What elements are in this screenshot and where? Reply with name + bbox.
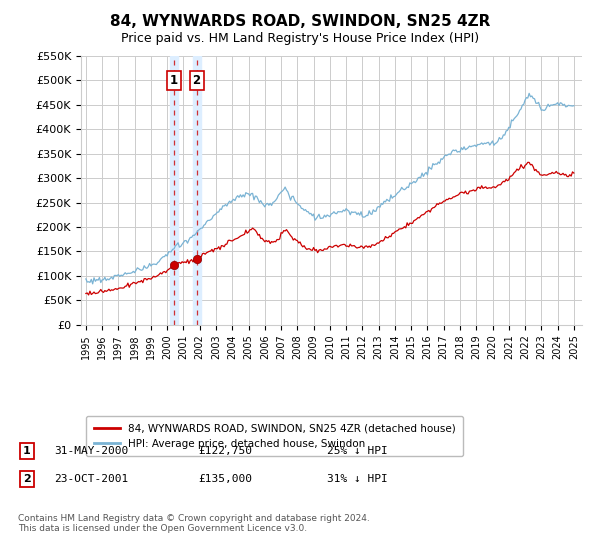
Text: Price paid vs. HM Land Registry's House Price Index (HPI): Price paid vs. HM Land Registry's House … [121, 32, 479, 45]
Text: 31-MAY-2000: 31-MAY-2000 [54, 446, 128, 456]
Text: £135,000: £135,000 [198, 474, 252, 484]
Text: 31% ↓ HPI: 31% ↓ HPI [327, 474, 388, 484]
Text: 2: 2 [23, 474, 31, 484]
Text: 2: 2 [193, 74, 201, 87]
Text: 25% ↓ HPI: 25% ↓ HPI [327, 446, 388, 456]
Text: 1: 1 [23, 446, 31, 456]
Legend: 84, WYNWARDS ROAD, SWINDON, SN25 4ZR (detached house), HPI: Average price, detac: 84, WYNWARDS ROAD, SWINDON, SN25 4ZR (de… [86, 416, 463, 456]
Text: Contains HM Land Registry data © Crown copyright and database right 2024.
This d: Contains HM Land Registry data © Crown c… [18, 514, 370, 533]
Text: 84, WYNWARDS ROAD, SWINDON, SN25 4ZR: 84, WYNWARDS ROAD, SWINDON, SN25 4ZR [110, 14, 490, 29]
Text: 1: 1 [170, 74, 178, 87]
Text: £122,750: £122,750 [198, 446, 252, 456]
Bar [193, 56, 201, 325]
Bar [170, 56, 178, 325]
Text: 23-OCT-2001: 23-OCT-2001 [54, 474, 128, 484]
